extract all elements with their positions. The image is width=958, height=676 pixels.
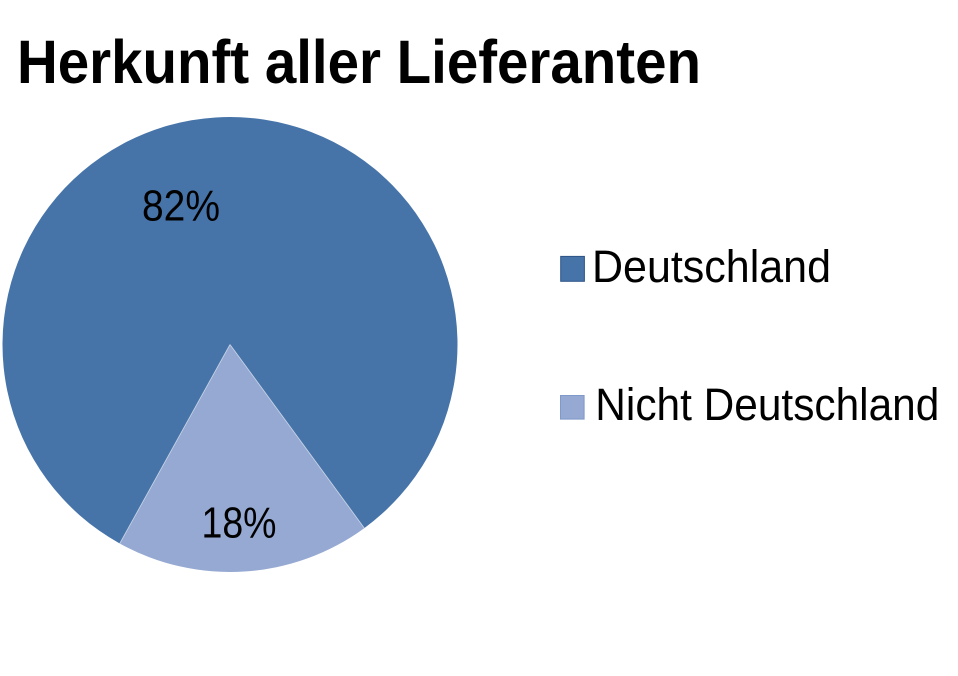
svg-text:Herkunft aller Lieferanten: Herkunft aller Lieferanten [17, 28, 701, 96]
svg-text:Nicht Deutschland: Nicht Deutschland [595, 379, 939, 430]
svg-text:18%: 18% [202, 499, 277, 548]
svg-text:Deutschland: Deutschland [592, 241, 831, 292]
svg-text:82%: 82% [142, 182, 220, 231]
